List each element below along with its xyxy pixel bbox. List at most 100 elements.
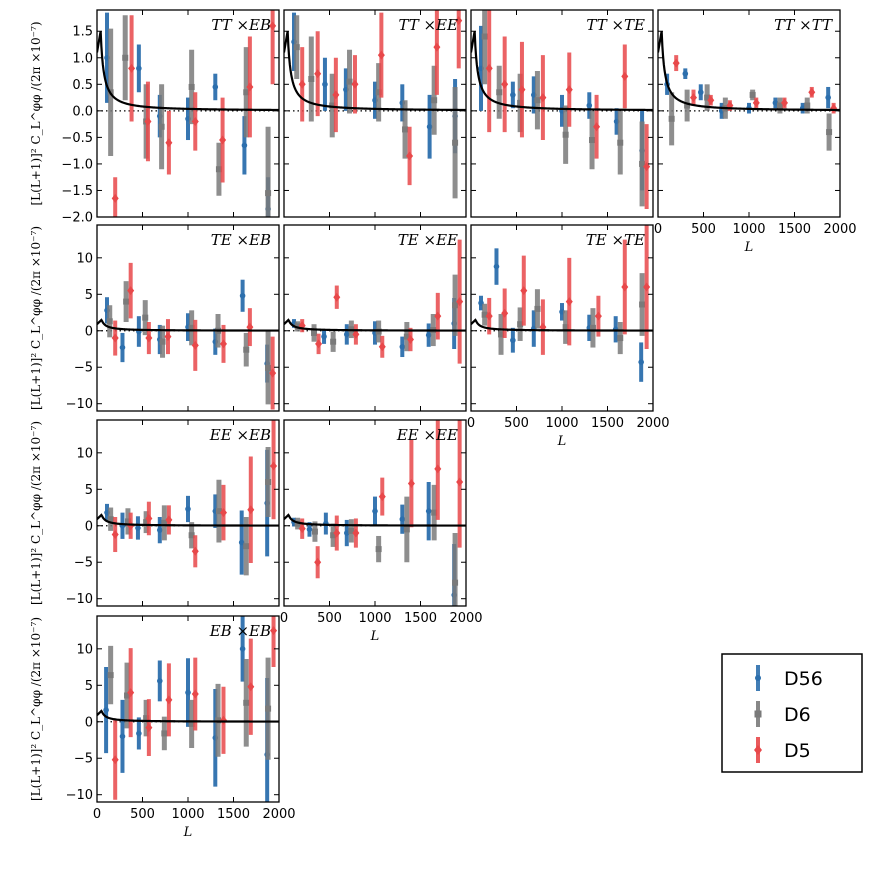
point-d5-1 (314, 69, 322, 79)
point-d5-3 (165, 515, 173, 525)
point-d5-6 (433, 42, 441, 52)
panel-ee-eb: −10 −5 0 5 10 [L(L+1)]² C_L^φφ /(2π ×10⁻⁷) EE … (29, 419, 280, 607)
point-d5-6 (246, 82, 254, 92)
point-d56-6 (238, 539, 245, 546)
point-d5-4 (752, 98, 760, 108)
point-d6-1 (311, 329, 318, 336)
plot-area (97, 616, 279, 802)
point-d5-5 (406, 151, 414, 161)
panel-title: EE ×EE (396, 426, 458, 444)
y-axis-label: [L(L+1)]² C_L^φφ /(2π ×10⁻⁷) (29, 617, 43, 801)
theory-curve (97, 709, 279, 723)
ytick-label-1: −5 (74, 361, 93, 376)
point-d6-1 (496, 89, 503, 96)
panel-title: TT ×EE (398, 16, 458, 34)
legend-entry-d56: D56 (755, 665, 823, 691)
point-d5-3 (165, 695, 173, 705)
point-d6-3 (534, 305, 541, 312)
point-d56-6 (239, 646, 246, 652)
xtick-label-3: 1500 (591, 416, 624, 431)
point-d5-3 (539, 93, 547, 103)
point-d6-3 (161, 730, 168, 737)
series-d6 (294, 484, 459, 606)
point-d6-4 (188, 532, 195, 539)
point-d6-4 (375, 89, 382, 96)
plot-area (97, 420, 279, 576)
point-d5-1 (128, 63, 136, 73)
point-d6-4 (188, 720, 195, 727)
point-d6-3 (161, 519, 168, 526)
xtick-label-0: 0 (93, 807, 101, 822)
xtick-label-0: 0 (280, 611, 288, 626)
xtick-label-1: 500 (691, 222, 716, 237)
point-d5-5 (594, 311, 602, 321)
point-d6-2 (330, 338, 337, 345)
point-d56-5 (399, 516, 406, 522)
point-d5-2 (332, 90, 340, 100)
point-d5-3 (165, 138, 173, 148)
point-d5-7 (455, 16, 463, 26)
point-d5-1 (501, 308, 509, 318)
point-d5-2 (145, 333, 153, 343)
series-d6 (668, 84, 833, 151)
panel-tt-te: TT ×TE (470, 9, 654, 218)
point-d6-5 (403, 333, 410, 340)
series-d6 (107, 645, 272, 760)
point-d6-0 (293, 44, 300, 51)
point-d56-6 (425, 508, 432, 514)
point-d5-2 (333, 528, 341, 538)
point-d5-7 (269, 21, 277, 31)
point-d6-2 (517, 321, 524, 328)
point-d5-5 (219, 508, 227, 518)
xtick-label-0: 0 (467, 416, 475, 431)
point-d5-3 (164, 332, 172, 342)
point-d6-4 (375, 546, 382, 553)
point-d5-4 (191, 689, 199, 699)
point-d5-3 (352, 528, 360, 538)
point-d6-6 (617, 335, 624, 342)
point-d6-4 (749, 91, 756, 98)
point-d5-2 (518, 85, 526, 95)
point-d56-2 (510, 337, 516, 344)
panels-layer: −2.0 −1.5 −1.0 −0.5 0.0 0.5 1.0 1.5 [L(L+1)]² C_… (29, 9, 857, 840)
ytick-label-2: 0 (85, 715, 93, 730)
ytick-label-2: −1.0 (61, 157, 93, 172)
xtick-label-4: 2000 (262, 807, 295, 822)
panel-title: TE ×EE (398, 231, 458, 249)
panel-ee-ee: 0 500 1000 1500 2000 L EE ×EE (280, 419, 483, 644)
point-d5-2 (333, 292, 341, 302)
xtick-label-2: 1000 (358, 611, 391, 626)
point-d5-0 (111, 530, 119, 540)
point-d5-1 (689, 93, 697, 103)
ytick-label-1: −1.5 (61, 184, 93, 199)
theory-curve (658, 31, 840, 112)
point-d6-6 (243, 699, 250, 706)
xtick-label-4: 2000 (449, 611, 482, 626)
y-axis-label: [L(L+1)]² C_L^φφ /(2π ×10⁻⁷) (29, 421, 43, 605)
point-d6-2 (143, 715, 150, 722)
theory-curve (97, 318, 279, 332)
point-d6-2 (329, 102, 336, 109)
point-d6-5 (589, 137, 596, 144)
point-d5-7 (269, 368, 277, 378)
point-d56-4 (586, 102, 593, 109)
point-d56-4 (185, 506, 191, 512)
theory-curve (97, 31, 279, 112)
ytick-label-3: 5 (85, 483, 93, 498)
point-d5-4 (378, 342, 386, 352)
point-d6-0 (106, 318, 113, 325)
theory-curve (97, 513, 279, 527)
point-d56-4 (212, 84, 219, 90)
point-d56-7 (825, 94, 831, 101)
series-d6 (481, 273, 646, 355)
point-d56-4 (372, 508, 378, 514)
point-d56-1 (322, 81, 328, 88)
point-d6-0 (107, 516, 114, 523)
panel-title: TT ×TE (586, 16, 645, 34)
legend-marker (754, 745, 762, 755)
panel-title: EB ×EB (209, 622, 271, 640)
point-d5-6 (621, 282, 629, 292)
point-d56-2 (697, 89, 704, 96)
point-d5-2 (520, 286, 528, 296)
point-d56-0 (103, 707, 109, 713)
